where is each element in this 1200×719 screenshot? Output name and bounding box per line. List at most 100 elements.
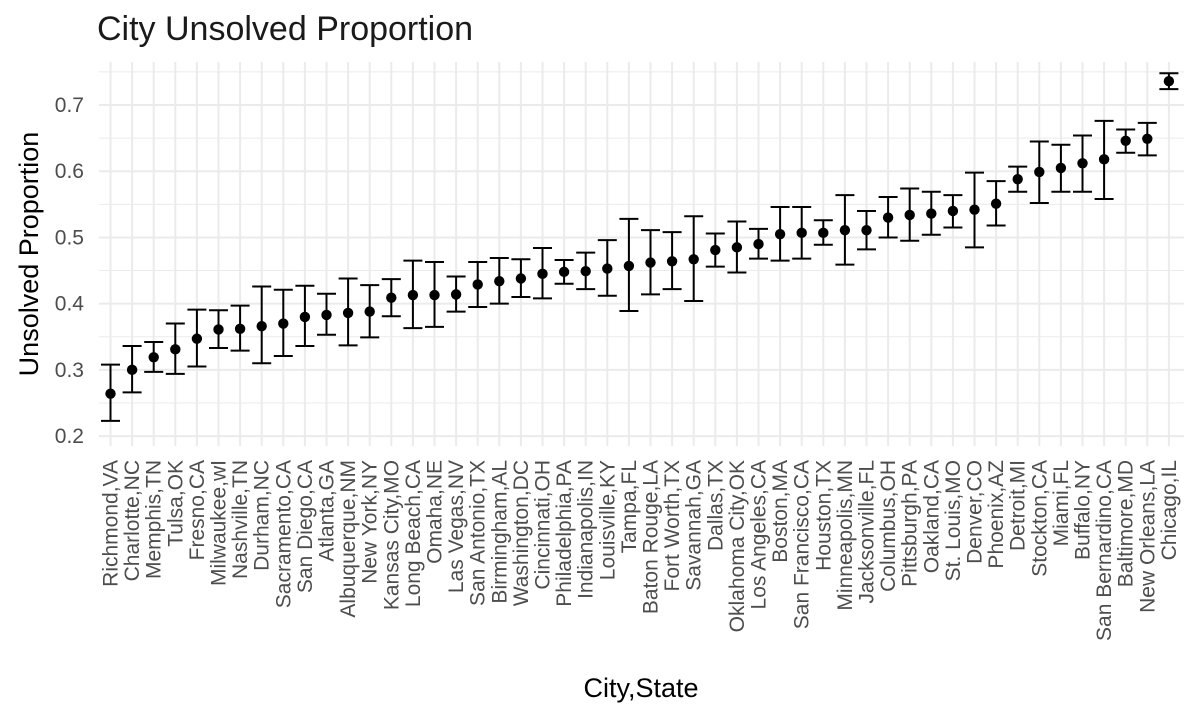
y-axis-title: Unsolved Proportion bbox=[14, 132, 44, 377]
x-tick-label: Cincinnati,OH bbox=[532, 460, 555, 590]
x-tick-label: Fresno,CA bbox=[186, 460, 209, 560]
data-point bbox=[947, 205, 959, 217]
x-tick-label: Miami,FL bbox=[1050, 460, 1073, 546]
y-tick-label: 0.6 bbox=[55, 160, 84, 183]
x-tick-label: Baltimore,MD bbox=[1115, 460, 1138, 587]
data-point bbox=[321, 309, 332, 321]
x-tick-label: Kansas City,MO bbox=[380, 460, 403, 610]
x-tick-label: Tulsa,OK bbox=[164, 460, 187, 547]
x-tick-label: Sacramento,CA bbox=[272, 460, 295, 608]
data-point bbox=[580, 266, 591, 277]
data-point bbox=[926, 208, 937, 219]
y-tick-label: 0.5 bbox=[55, 226, 84, 249]
x-tick-label: Columbus,OH bbox=[877, 460, 900, 592]
data-point bbox=[1012, 173, 1023, 185]
data-point bbox=[796, 227, 807, 239]
data-point bbox=[256, 320, 267, 332]
data-point bbox=[105, 388, 116, 399]
data-point bbox=[861, 224, 872, 236]
data-point bbox=[170, 344, 181, 355]
data-point bbox=[1098, 154, 1110, 165]
x-tick-label: Pittsburgh,PA bbox=[899, 460, 922, 587]
data-point bbox=[1142, 133, 1153, 144]
x-tick-label: Tampa,FL bbox=[618, 460, 641, 553]
data-point bbox=[537, 268, 548, 280]
data-point bbox=[774, 228, 786, 240]
data-point bbox=[818, 227, 829, 239]
data-point bbox=[364, 306, 375, 317]
x-tick-label: Indianapolis,IN bbox=[575, 460, 598, 599]
x-tick-label: Minneapolis,MN bbox=[834, 460, 857, 611]
x-tick-label: Denver,CO bbox=[964, 460, 987, 564]
x-tick-label: Oklahoma City,OK bbox=[726, 460, 749, 632]
data-point bbox=[623, 260, 635, 272]
x-tick-label: Washington,DC bbox=[510, 460, 533, 606]
data-point bbox=[494, 275, 505, 287]
data-point bbox=[407, 289, 419, 301]
grid bbox=[99, 62, 1184, 446]
data-point bbox=[839, 224, 851, 236]
x-tick-label: Philadelphia,PA bbox=[553, 460, 576, 607]
data-point bbox=[602, 263, 613, 274]
y-tick-label: 0.2 bbox=[55, 425, 84, 448]
data-point bbox=[299, 311, 311, 323]
x-axis-title: City,State bbox=[583, 673, 698, 703]
x-tick-label: Los Angeles,CA bbox=[748, 460, 771, 609]
x-tick-label: Milwaukee,wI bbox=[208, 460, 231, 586]
x-tick-label: St. Louis,MO bbox=[942, 460, 965, 581]
x-tick-label: Charlotte,NC bbox=[121, 460, 144, 581]
data-point bbox=[688, 254, 699, 265]
x-tick-label: Chicago,IL bbox=[1158, 460, 1181, 560]
x-tick-label: Omaha,NE bbox=[424, 460, 447, 564]
x-tick-label: Detroit,MI bbox=[1007, 460, 1030, 551]
data-point bbox=[990, 198, 1002, 209]
data-point bbox=[666, 256, 678, 267]
x-tick-label: San Bernardino,CA bbox=[1093, 460, 1116, 641]
x-tick-label: New Orleans,LA bbox=[1136, 460, 1159, 613]
data-point bbox=[342, 307, 354, 319]
x-tick-label: San Diego,CA bbox=[294, 460, 317, 593]
data-point bbox=[710, 244, 721, 256]
data-point bbox=[645, 257, 656, 268]
data-point bbox=[1163, 76, 1175, 87]
data-point bbox=[731, 242, 743, 253]
x-tick-label: Phoenix,AZ bbox=[985, 460, 1008, 569]
x-tick-label: Albuquerque,NM bbox=[337, 460, 360, 618]
data-point bbox=[904, 209, 915, 221]
data-point bbox=[234, 323, 246, 335]
data-point bbox=[515, 273, 527, 284]
y-tick-label: 0.7 bbox=[55, 94, 84, 117]
data-point bbox=[1034, 166, 1045, 178]
x-tick-label: Las Vegas,NV bbox=[445, 460, 468, 593]
x-tick-label: Fort Worth,TX bbox=[661, 460, 684, 591]
x-tick-label: Memphis,TN bbox=[143, 460, 166, 579]
y-tick-label: 0.4 bbox=[55, 293, 85, 316]
data-point bbox=[882, 212, 894, 223]
x-tick-label: Nashville,TN bbox=[229, 460, 252, 579]
x-tick-label: Baton Rouge,LA bbox=[640, 460, 663, 614]
x-tick-label: Long Beach,CA bbox=[402, 460, 425, 607]
data-point bbox=[191, 333, 203, 344]
data-point bbox=[1077, 158, 1088, 169]
data-point bbox=[278, 318, 289, 329]
x-tick-labels: Richmond,VACharlotte,NCMemphis,TNTulsa,O… bbox=[100, 460, 1181, 641]
x-tick-label: Louisville,KY bbox=[596, 460, 619, 580]
data-point bbox=[429, 289, 440, 301]
data-point bbox=[753, 238, 764, 250]
data-point bbox=[148, 352, 159, 363]
x-tick-label: Savannah,GA bbox=[683, 460, 706, 591]
x-tick-label: Jacksonville,FL bbox=[856, 460, 879, 604]
y-tick-label: 0.3 bbox=[55, 359, 84, 382]
points bbox=[105, 76, 1175, 399]
x-tick-label: Richmond,VA bbox=[100, 460, 123, 587]
y-tick-labels: 0.2 0.3 0.4 0.5 0.6 0.7 bbox=[55, 94, 85, 448]
data-point bbox=[1055, 162, 1067, 174]
x-tick-label: Houston,TX bbox=[812, 460, 835, 571]
chart-title: City Unsolved Proportion bbox=[97, 10, 473, 48]
data-point bbox=[126, 364, 138, 376]
x-tick-label: Buffalo,NY bbox=[1072, 460, 1095, 560]
x-tick-label: Birmingham,AL bbox=[488, 460, 511, 604]
data-point bbox=[450, 289, 462, 300]
x-tick-label: Atlanta,GA bbox=[316, 460, 339, 562]
